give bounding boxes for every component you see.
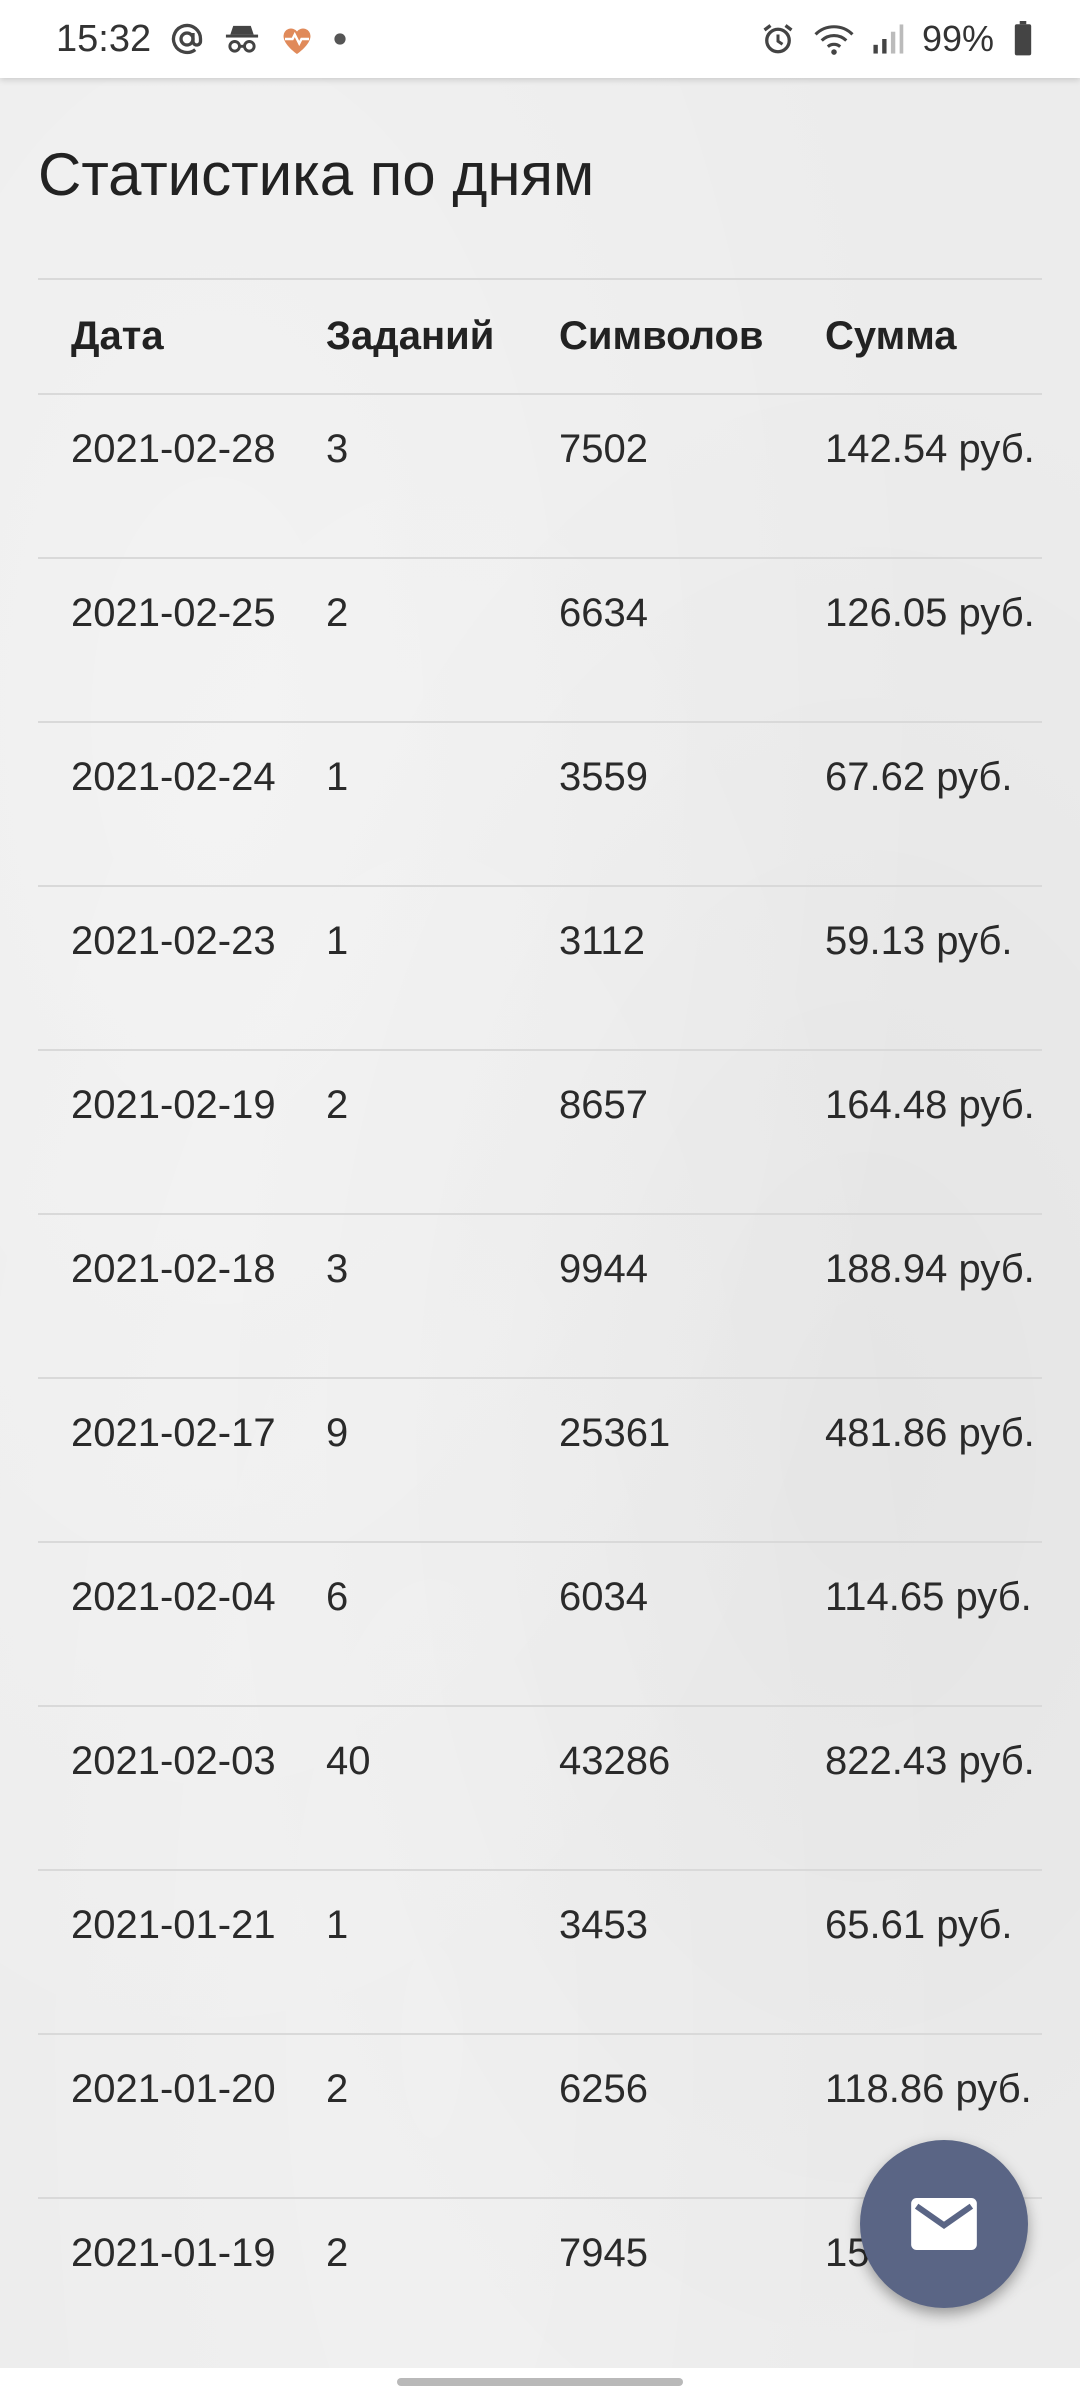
cell-tasks: 40	[293, 1705, 526, 1870]
table-row: 2021-02-23 1 3112 59.13 руб.	[38, 885, 1042, 1050]
dot-icon	[333, 32, 347, 46]
cell-chars: 6634	[526, 557, 792, 722]
cell-date: 2021-02-28	[38, 393, 293, 558]
cell-date: 2021-02-17	[38, 1377, 293, 1542]
cell-tasks: 3	[293, 393, 526, 558]
cell-chars: 25361	[526, 1377, 792, 1542]
cell-chars: 8657	[526, 1049, 792, 1214]
cell-date: 2021-02-24	[38, 721, 293, 886]
cell-chars: 7945	[526, 2197, 792, 2361]
status-bar-left: 15:32	[56, 18, 347, 61]
cell-tasks: 2	[293, 557, 526, 722]
cell-tasks: 2	[293, 2033, 526, 2198]
cell-tasks: 9	[293, 1377, 526, 1542]
cell-tasks: 1	[293, 721, 526, 886]
cell-date: 2021-01-20	[38, 2033, 293, 2198]
cell-sum: 164.48 руб.	[792, 1049, 1042, 1214]
cell-chars: 43286	[526, 1705, 792, 1870]
column-header-sum: Сумма	[792, 278, 1042, 394]
cell-chars: 9944	[526, 1213, 792, 1378]
table-row: 2021-02-18 3 9944 188.94 руб.	[38, 1213, 1042, 1378]
cell-sum: 142.54 руб.	[792, 393, 1042, 558]
cell-sum: 126.05 руб.	[792, 557, 1042, 722]
cell-tasks: 3	[293, 1213, 526, 1378]
cell-date: 2021-02-18	[38, 1213, 293, 1378]
cell-date: 2021-02-03	[38, 1705, 293, 1870]
incognito-icon	[223, 21, 261, 57]
status-time: 15:32	[56, 17, 152, 60]
battery-icon	[1012, 21, 1034, 57]
cell-sum: 59.13 руб.	[792, 885, 1042, 1050]
table-row: 2021-02-04 6 6034 114.65 руб.	[38, 1541, 1042, 1706]
home-indicator[interactable]	[397, 2378, 683, 2386]
cell-date: 2021-01-21	[38, 1869, 293, 2034]
wifi-icon	[814, 22, 854, 56]
cell-sum: 114.65 руб.	[792, 1541, 1042, 1706]
table-body: 2021-02-28 3 7502 142.54 руб. 2021-02-25…	[38, 393, 1042, 2361]
cell-sum: 481.86 руб.	[792, 1377, 1042, 1542]
cell-sum: 67.62 руб.	[792, 721, 1042, 886]
table-header-row: Дата Заданий Символов Сумма	[38, 278, 1042, 394]
column-header-date: Дата	[38, 278, 293, 394]
at-icon	[169, 21, 205, 57]
cell-chars: 6256	[526, 2033, 792, 2198]
column-header-chars: Символов	[526, 278, 792, 394]
cell-date: 2021-02-25	[38, 557, 293, 722]
cell-sum: 65.61 руб.	[792, 1869, 1042, 2034]
table-row: 2021-02-19 2 8657 164.48 руб.	[38, 1049, 1042, 1214]
navigation-bar	[0, 2368, 1080, 2400]
cell-tasks: 6	[293, 1541, 526, 1706]
heart-pulse-icon	[279, 22, 315, 56]
cell-tasks: 1	[293, 1869, 526, 2034]
cell-sum: 188.94 руб.	[792, 1213, 1042, 1378]
table-row: 2021-01-20 2 6256 118.86 руб.	[38, 2033, 1042, 2198]
table-row: 2021-02-28 3 7502 142.54 руб.	[38, 393, 1042, 558]
page-title: Статистика по дням	[38, 141, 595, 208]
status-bar-right: 99%	[760, 18, 1034, 60]
table-row: 2021-02-25 2 6634 126.05 руб.	[38, 557, 1042, 722]
cell-tasks: 1	[293, 885, 526, 1050]
stats-table: Дата Заданий Символов Сумма 2021-02-28 3…	[38, 278, 1042, 2361]
cell-date: 2021-02-04	[38, 1541, 293, 1706]
cell-chars: 3453	[526, 1869, 792, 2034]
signal-icon	[872, 23, 904, 55]
cell-chars: 3559	[526, 721, 792, 886]
table-row: 2021-02-17 9 25361 481.86 руб.	[38, 1377, 1042, 1542]
column-header-tasks: Заданий	[293, 278, 526, 394]
compose-mail-button[interactable]	[860, 2140, 1028, 2308]
main-content[interactable]: Статистика по дням Дата Заданий Символов…	[0, 78, 1080, 2368]
table-row: 2021-02-03 40 43286 822.43 руб.	[38, 1705, 1042, 1870]
cell-sum: 822.43 руб.	[792, 1705, 1042, 1870]
table-row: 2021-02-24 1 3559 67.62 руб.	[38, 721, 1042, 886]
table-row: 2021-01-21 1 3453 65.61 руб.	[38, 1869, 1042, 2034]
cell-chars: 7502	[526, 393, 792, 558]
mail-icon	[911, 2198, 977, 2250]
cell-tasks: 2	[293, 2197, 526, 2361]
cell-date: 2021-02-23	[38, 885, 293, 1050]
battery-percent: 99%	[921, 18, 994, 59]
cell-tasks: 2	[293, 1049, 526, 1214]
cell-date: 2021-01-19	[38, 2197, 293, 2361]
cell-chars: 3112	[526, 885, 792, 1050]
cell-chars: 6034	[526, 1541, 792, 1706]
status-bar: 15:32 99%	[0, 0, 1080, 78]
alarm-icon	[760, 21, 796, 57]
cell-date: 2021-02-19	[38, 1049, 293, 1214]
